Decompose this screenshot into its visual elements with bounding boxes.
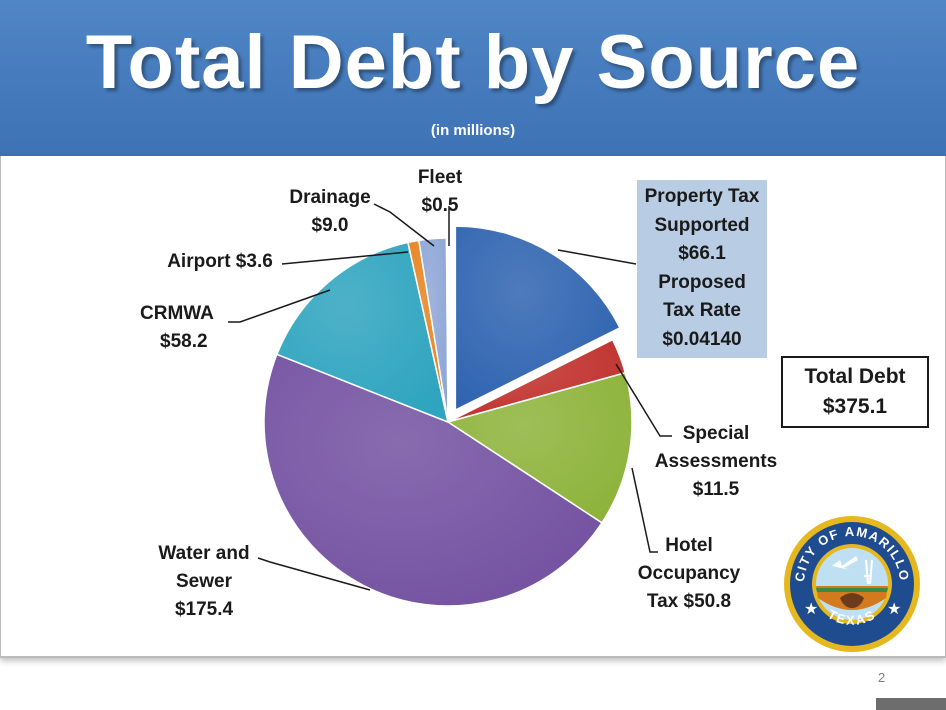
label-property-line-3: Proposed: [658, 271, 746, 293]
label-special-line-1: Assessments: [654, 451, 778, 472]
label-special-line-2: $11.5: [692, 479, 740, 500]
seal-field: [816, 588, 888, 592]
label-fleet-line-1: $0.5: [421, 195, 459, 216]
city-seal-logo: CITY OF AMARILLO TEXAS ★ ★: [784, 516, 920, 652]
label-water-sewer-line-2: $175.4: [174, 599, 234, 620]
label-water-sewer-line-0: Water and: [158, 543, 250, 564]
label-special-line-0: Special: [682, 423, 750, 444]
label-drainage: Drainage $9.0: [276, 184, 384, 240]
seal-star-right-icon: ★: [887, 601, 901, 618]
label-hotel-occupancy: Hotel Occupancy Tax $50.8: [628, 532, 750, 616]
label-property-line-1: Supported: [654, 214, 750, 236]
pie-slice-water-and-sewer: [263, 353, 603, 607]
pie-slice-crmwa: [275, 241, 450, 424]
label-property-line-2: $66.1: [678, 243, 726, 264]
leader-special: [615, 363, 672, 437]
pie-slice-property-tax-supported: [454, 225, 621, 412]
seal-longhorn-icon: [840, 593, 864, 608]
pie-slice-fleet: [445, 237, 449, 423]
label-fleet-line-0: Fleet: [417, 167, 463, 188]
label-hotel-line-2: Tax $50.8: [646, 591, 732, 612]
label-property-tax: Property Tax Supported $66.1 Proposed Ta…: [637, 180, 767, 358]
label-crmwa-line-1: $58.2: [160, 331, 208, 352]
label-hotel-line-0: Hotel: [665, 535, 713, 556]
label-special-assessments: Special Assessments $11.5: [646, 420, 786, 504]
label-property-line-5: $0.04140: [662, 328, 742, 350]
label-water-sewer-line-1: Sewer: [176, 571, 232, 592]
label-drainage-line-0: Drainage: [289, 187, 371, 208]
total-debt-box: Total Debt $375.1: [781, 356, 929, 428]
total-debt-label: Total Debt: [804, 365, 906, 388]
label-hotel-line-1: Occupancy: [637, 563, 741, 584]
label-property-line-0: Property Tax: [644, 186, 760, 207]
label-crmwa-line-0: CRMWA: [140, 303, 214, 324]
label-airport-line-0: Airport $3.6: [167, 251, 273, 272]
leader-property-tax: [557, 249, 637, 265]
label-water-sewer: Water and Sewer $175.4: [140, 540, 268, 624]
label-property-line-4: Tax Rate: [663, 300, 741, 321]
label-fleet: Fleet $0.5: [400, 164, 480, 220]
seal-tower-icon: [864, 559, 873, 585]
leader-water: [257, 557, 371, 591]
title-banner: Total Debt by Source (in millions): [0, 0, 946, 158]
label-airport: Airport $3.6: [150, 248, 290, 276]
page-number: 2: [878, 670, 886, 685]
seal-text-bottom: TEXAS: [825, 606, 878, 627]
corner-bar: [876, 698, 946, 710]
label-drainage-line-1: $9.0: [311, 215, 349, 236]
leader-crmwa: [228, 289, 331, 323]
leader-hotel: [631, 467, 658, 553]
label-crmwa: CRMWA $58.2: [140, 300, 230, 356]
seal-airplane-icon: [832, 556, 858, 570]
leader-airport: [281, 251, 409, 265]
page-subtitle: (in millions): [430, 122, 516, 139]
page-title: Total Debt by Source: [85, 20, 861, 105]
leader-drainage: [373, 203, 435, 247]
total-debt-value: $375.1: [822, 395, 888, 418]
seal-star-left-icon: ★: [804, 601, 818, 618]
